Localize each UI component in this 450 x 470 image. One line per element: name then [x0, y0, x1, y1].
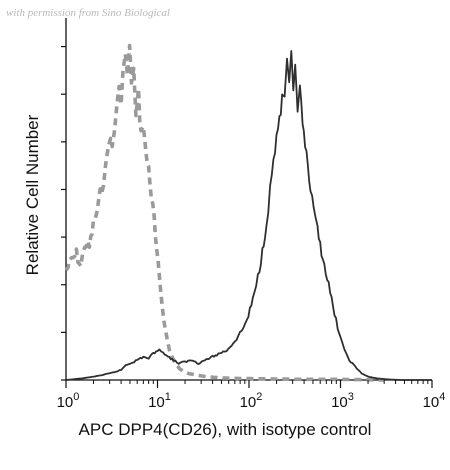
x-axis-label: APC DPP4(CD26), with isotype control [78, 420, 372, 439]
x-tick-label: 100 [57, 391, 80, 411]
x-tick-label: 102 [240, 391, 263, 411]
watermark-text: with permission from Sino Biological [6, 7, 170, 19]
series-layer [64, 43, 432, 382]
x-tick-label: 103 [331, 391, 354, 411]
x-tick-layer: 100 101 102 103 104 [57, 380, 446, 411]
dpp4-series-line [65, 50, 432, 381]
y-axis-label: Relative Cell Number [23, 114, 42, 276]
isotype-control-series-line [64, 43, 385, 382]
plot-frame [61, 18, 432, 381]
x-tick-label: 104 [423, 391, 446, 411]
x-tick-label: 101 [148, 391, 171, 411]
